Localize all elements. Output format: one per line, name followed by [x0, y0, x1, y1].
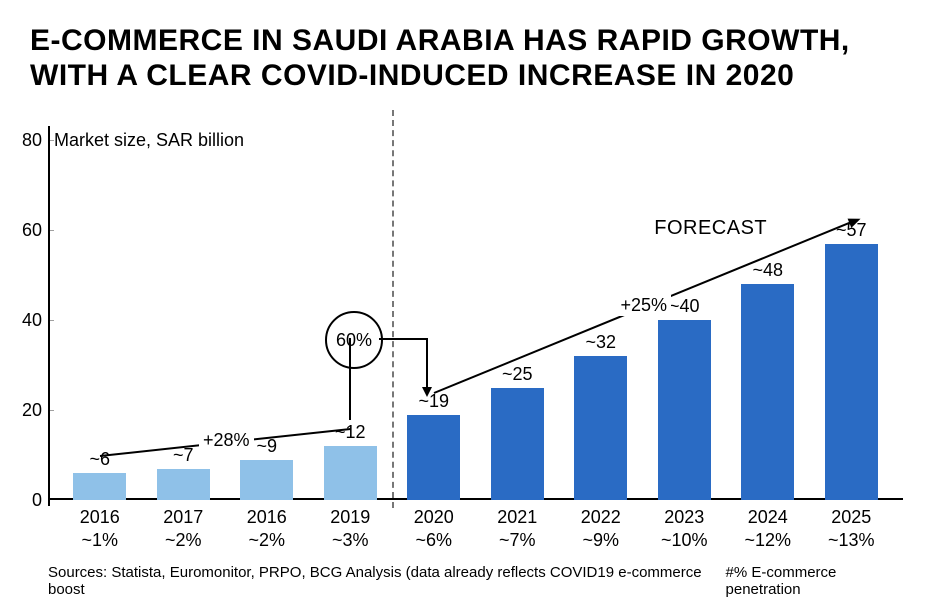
bar-column: ~40	[643, 320, 727, 500]
bar: ~57	[825, 244, 878, 501]
bar: ~19	[407, 415, 460, 501]
x-tick-label: 2023~10%	[643, 500, 727, 551]
sources-text: Sources: Statista, Euromonitor, PRPO, BC…	[48, 564, 726, 598]
y-axis-line	[48, 126, 50, 506]
bar: ~40	[658, 320, 711, 500]
x-tick-label: 2017~2%	[142, 500, 226, 551]
bar: ~12	[324, 446, 377, 500]
bar-value-label: ~32	[585, 332, 616, 353]
bar-column: ~7	[142, 469, 226, 501]
bar: ~9	[240, 460, 293, 501]
bar-column: ~19	[392, 415, 476, 501]
bar: ~32	[574, 356, 627, 500]
y-tick-label: 20	[12, 400, 42, 421]
callout-arrowhead-icon	[422, 387, 432, 397]
x-axis-labels: 2016~1%2017~2%2016~2%2019~3%2020~6%2021~…	[58, 500, 893, 551]
bar: ~48	[741, 284, 794, 500]
bar-column: ~57	[810, 244, 894, 501]
forecast-label: FORECAST	[654, 217, 767, 240]
bar-column: ~48	[726, 284, 810, 500]
chart-frame: E-COMMERCE IN SAUDI ARABIA HAS RAPID GRO…	[0, 0, 931, 612]
bar: ~6	[73, 473, 126, 500]
x-tick-label: 2025~13%	[810, 500, 894, 551]
bar: ~7	[157, 469, 210, 501]
growth-rate-label: +25%	[617, 295, 672, 316]
y-tick-label: 0	[12, 490, 42, 511]
x-tick-label: 2016~1%	[58, 500, 142, 551]
growth-callout-circle: 60%	[325, 311, 383, 369]
y-tick-label: 60	[12, 220, 42, 241]
chart-title: E-COMMERCE IN SAUDI ARABIA HAS RAPID GRO…	[30, 24, 901, 93]
bar-column: ~6	[58, 473, 142, 500]
y-tick-label: 80	[12, 130, 42, 151]
chart-footer: Sources: Statista, Euromonitor, PRPO, BC…	[48, 564, 911, 598]
bar-value-label: ~40	[669, 296, 700, 317]
bar: ~25	[491, 388, 544, 501]
x-tick-label: 2016~2%	[225, 500, 309, 551]
callout-connector	[379, 338, 426, 340]
forecast-divider	[392, 110, 394, 508]
callout-bracket-stem	[349, 338, 351, 420]
callout-stem	[426, 338, 428, 387]
bar-value-label: ~25	[502, 364, 533, 385]
x-tick-label: 2020~6%	[392, 500, 476, 551]
x-tick-label: 2024~12%	[726, 500, 810, 551]
x-tick-label: 2021~7%	[476, 500, 560, 551]
x-tick-label: 2019~3%	[309, 500, 393, 551]
bar-column: ~9	[225, 460, 309, 501]
x-tick-label: 2022~9%	[559, 500, 643, 551]
bar-chart: Market size, SAR billion 020406080 ~6~7~…	[48, 140, 903, 500]
penetration-key: #% E-commerce penetration	[726, 564, 911, 598]
bar-value-label: ~6	[89, 449, 110, 470]
bar-value-label: ~48	[752, 260, 783, 281]
growth-rate-label: +28%	[199, 430, 254, 451]
y-tick-label: 40	[12, 310, 42, 331]
bar-value-label: ~12	[335, 422, 366, 443]
bar-column: ~25	[476, 388, 560, 501]
bar-column: ~12	[309, 446, 393, 500]
bar-column: ~32	[559, 356, 643, 500]
